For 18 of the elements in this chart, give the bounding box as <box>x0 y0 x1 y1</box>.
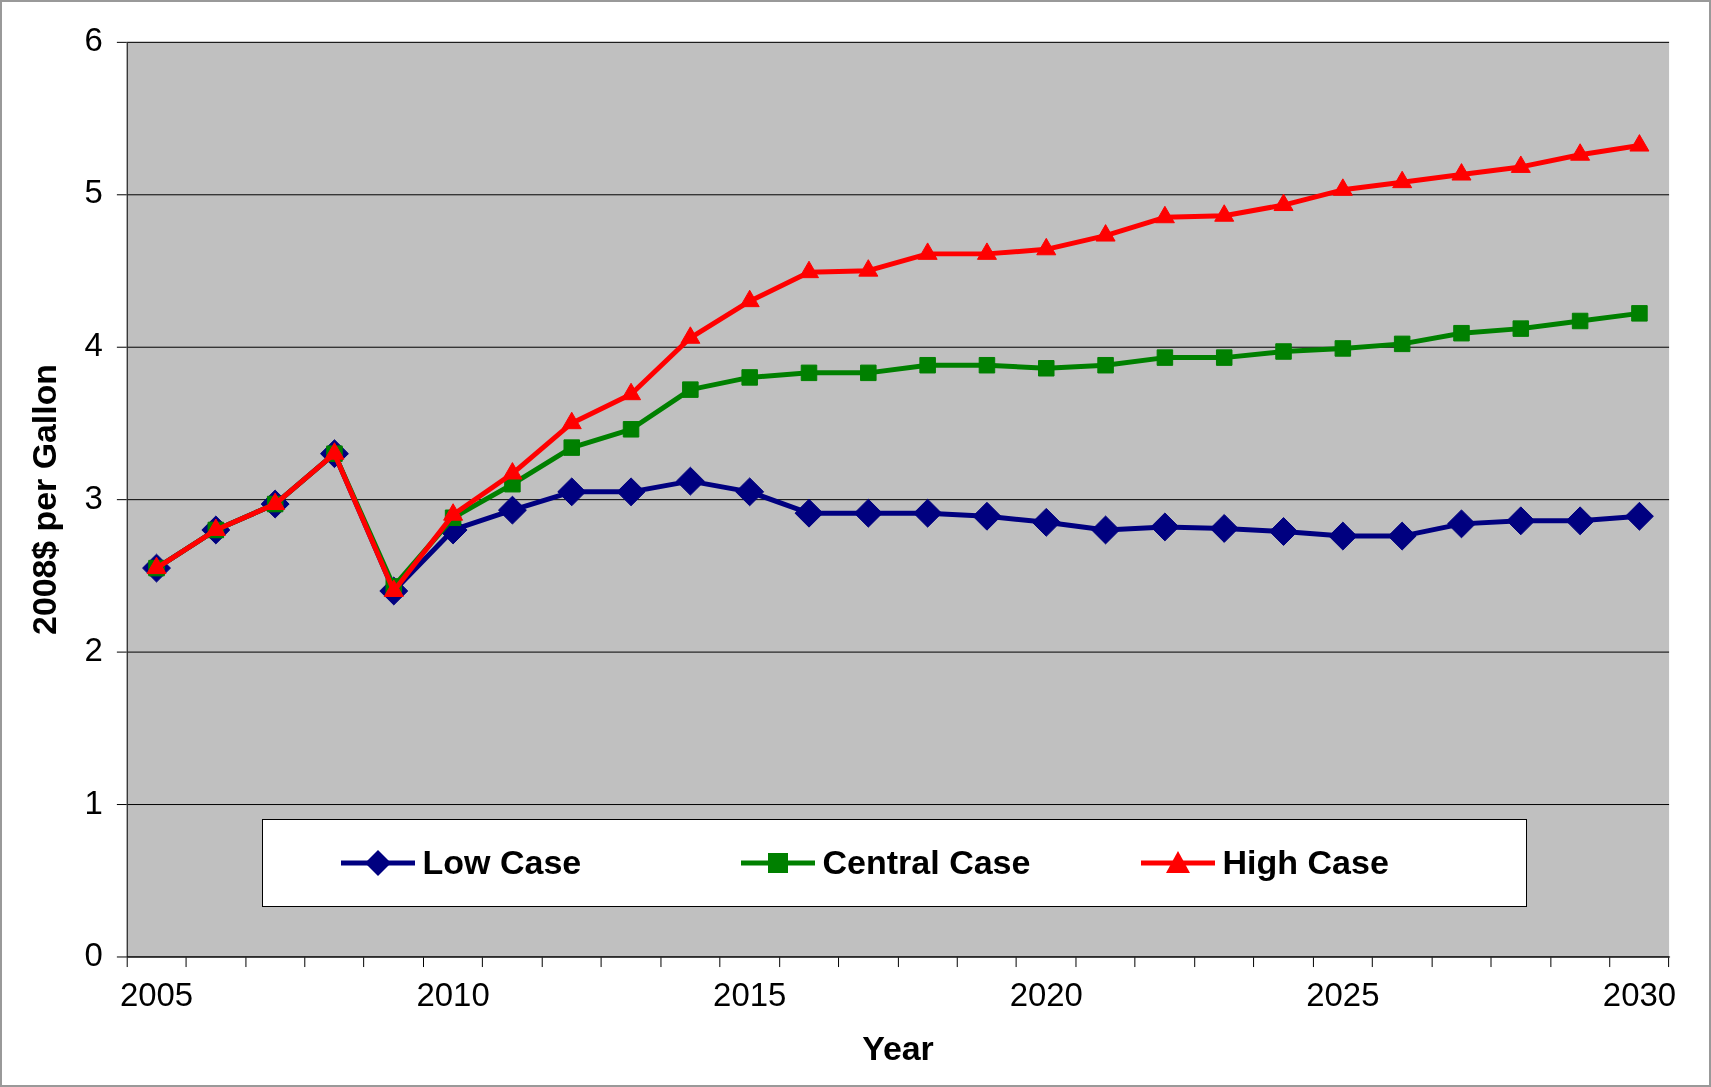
y-tick-label: 2 <box>84 631 103 669</box>
x-tick-label: 2015 <box>713 975 787 1013</box>
x-tick-label: 2010 <box>416 975 490 1013</box>
x-tick-label: 2025 <box>1306 975 1380 1013</box>
legend-label: Low Case <box>422 843 582 883</box>
x-axis-title: Year <box>862 1029 934 1068</box>
y-tick-label: 0 <box>84 936 103 974</box>
y-tick-label: 5 <box>84 173 103 211</box>
x-tick-label: 2020 <box>1009 975 1083 1013</box>
x-tick-label: 2005 <box>119 975 194 1013</box>
y-tick-label: 6 <box>84 20 103 58</box>
y-tick-label: 1 <box>84 783 103 821</box>
y-axis-title: 2008$ per Gallon <box>24 363 63 635</box>
y-tick-label: 4 <box>84 326 103 363</box>
x-tick-label: 2030 <box>1602 975 1677 1013</box>
y-tick-label: 3 <box>84 478 103 516</box>
legend-label: Central Case <box>822 843 1031 883</box>
legend-label: High Case <box>1222 843 1389 883</box>
